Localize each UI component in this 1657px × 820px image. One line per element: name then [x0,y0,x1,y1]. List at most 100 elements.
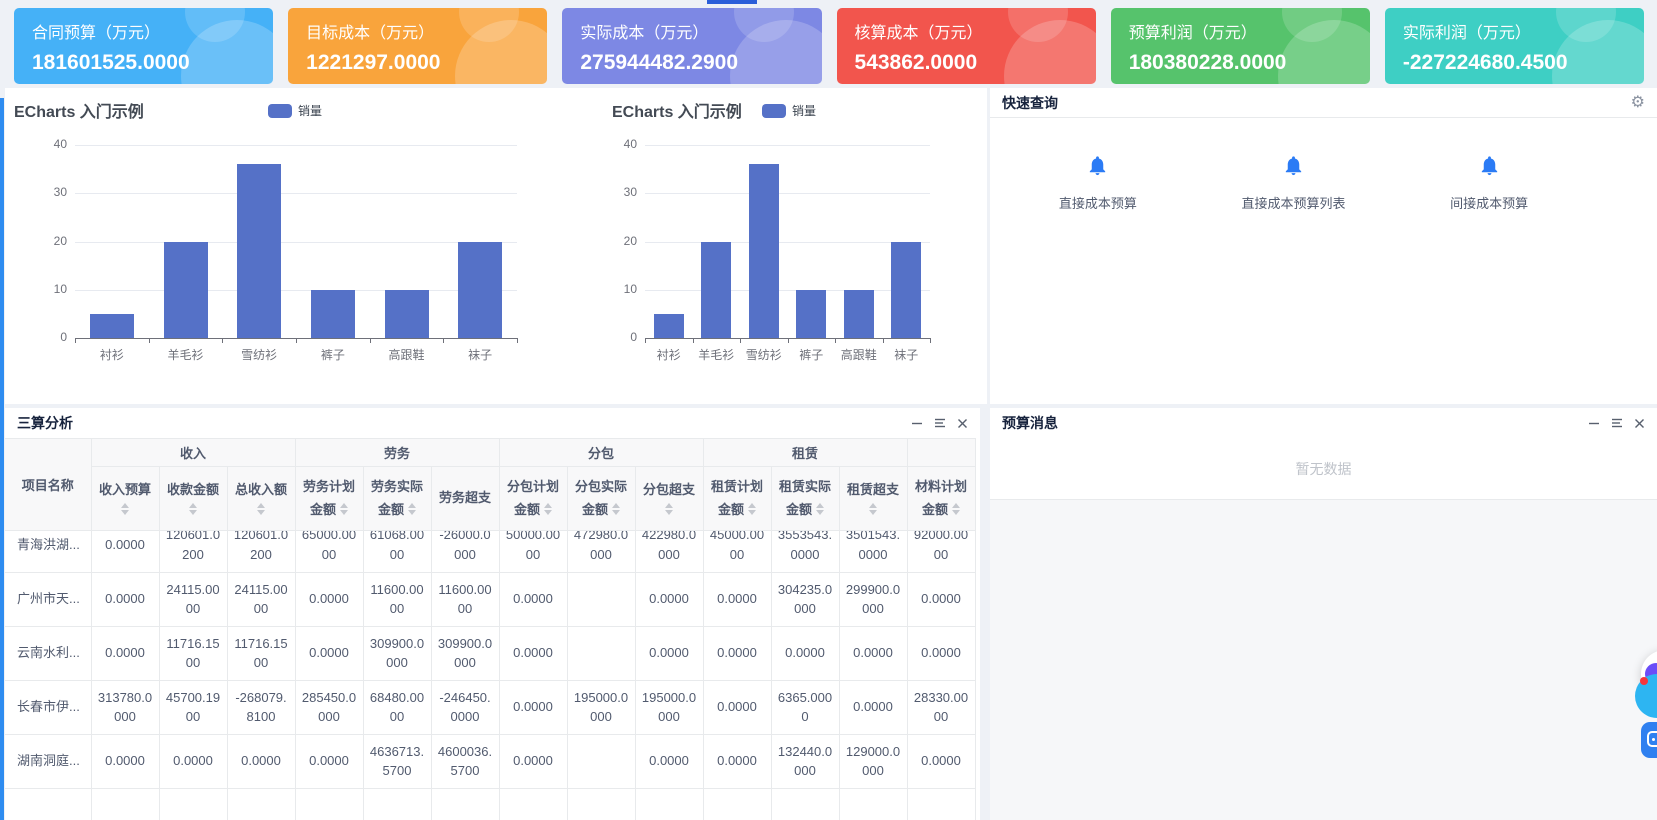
column-header[interactable]: 分包计划 金额 [499,466,568,531]
value-cell: 0.0000 [499,680,568,735]
quick-query-item[interactable]: 直接成本预算列表 [1196,154,1392,212]
axis-tick [740,338,741,343]
value-cell: 11716.1500 [159,626,228,681]
value-cell: 195000.0000 [567,680,636,735]
value-cell: -246450.0000 [431,680,500,735]
value-cell: 11600.0000 [363,572,432,627]
x-axis-label: 雪纺衫 [745,348,782,362]
chart-bar [89,313,134,338]
value-cell: 11600.0000 [431,572,500,627]
gridline [645,193,930,195]
axis-tick [517,338,518,343]
messages-header: 预算消息 [990,408,1657,438]
chart-bar [891,241,922,338]
value-cell [703,788,772,820]
quick-query-item[interactable]: 直接成本预算 [1000,154,1196,212]
kpi-card: 实际利润（万元） -227224680.4500 [1384,8,1645,84]
value-cell [567,734,636,789]
quick-query-item[interactable]: 间接成本预算 [1391,154,1587,212]
value-cell: 0.0000 [635,626,704,681]
chart-bar [653,313,684,338]
column-header[interactable]: 收款金额 [159,466,228,531]
column-header[interactable]: 劳务实际 金额 [363,466,432,531]
column-header[interactable]: 劳务计划 金额 [295,466,364,531]
column-header[interactable]: 租赁超支 [839,466,908,531]
sort-caret [748,502,757,515]
close-icon[interactable] [957,418,968,429]
column-header-project-name: 项目名称 [5,438,92,531]
menu-icon[interactable] [934,417,946,429]
value-cell: 0.0000 [91,734,160,789]
quick-query-label: 直接成本预算 [1058,196,1137,211]
kpi-card: 目标成本（万元） 1221297.0000 [288,8,548,84]
legend-label: 销量 [792,104,817,118]
x-axis-label: 袜子 [894,348,919,362]
kpi-label: 核算成本（万元） [854,25,983,42]
close-icon[interactable] [1634,418,1645,429]
axis-tick [443,338,445,343]
kpi-value: 180380228.0000 [1128,51,1287,74]
value-cell: 50000.0000 [499,530,568,573]
column-header[interactable]: 总收入额 [227,466,296,531]
menu-icon[interactable] [1611,417,1623,429]
value-cell: 24115.0000 [159,572,228,627]
kpi-label: 实际利润（万元） [1402,25,1531,42]
chart-legend[interactable]: 销量 [268,102,322,119]
project-name-cell: 广州市天... [5,572,92,627]
value-cell: 0.0000 [635,734,704,789]
value-cell: 61068.0000 [363,530,432,573]
chart-bar [701,241,732,338]
value-cell: 0.0000 [635,572,704,627]
sort-caret [665,502,674,515]
chart-bar [237,164,282,338]
minimize-icon[interactable] [911,417,923,429]
column-header[interactable]: 材料计划 金额 [907,466,976,531]
y-axis-label: 20 [623,233,637,248]
axis-tick [882,338,884,343]
chat-bubble-icon [1647,731,1657,747]
column-header[interactable]: 收入预算 [91,466,160,531]
x-axis-label: 高跟鞋 [388,348,425,362]
value-cell: 0.0000 [295,734,364,789]
value-cell [159,788,228,820]
minimize-icon[interactable] [1588,417,1600,429]
gridline [645,145,930,146]
chart-legend[interactable]: 销量 [762,102,816,119]
column-group-header: 收入 [91,438,296,467]
value-cell: 129000.0000 [839,734,908,789]
value-cell: 120601.0200 [227,530,296,573]
axis-tick [222,338,224,343]
y-axis-label: 0 [60,330,67,344]
value-cell [839,788,908,820]
kpi-card: 实际成本（万元） 275944482.2900 [562,8,822,84]
value-cell [567,572,636,627]
value-cell: 28330.0000 [907,680,976,735]
y-axis-label: 30 [53,185,67,200]
kpi-value: 1221297.0000 [306,51,441,74]
notification-fab[interactable] [1635,674,1657,718]
charts-panel: ECharts 入门示例 销量 40 30 20 10 0 衬衫 羊毛衫 雪纺衫 裤子 高跟鞋 袜子 E… [5,88,987,404]
value-cell [227,788,296,820]
settings-icon[interactable]: ⚙ [1630,94,1645,111]
x-axis-label: 羊毛衫 [167,348,204,362]
value-cell: 0.0000 [703,626,772,681]
messages-panel: 预算消息 暂无数据 [990,408,1657,820]
kpi-card: 预算利润（万元） 180380228.0000 [1110,8,1370,84]
value-cell: 0.0000 [91,530,160,573]
value-cell: 4600036.5700 [431,734,500,789]
value-cell: 92000.0000 [907,530,976,573]
value-cell: 313780.0000 [91,680,160,735]
gridline [75,241,517,243]
empty-data-text: 暂无数据 [990,438,1657,500]
value-cell: 11716.1500 [227,626,296,681]
value-cell: 285450.0000 [295,680,364,735]
kpi-value: 181601525.0000 [32,51,190,74]
column-group-header: 分包 [499,438,704,467]
chat-fab[interactable] [1641,722,1657,758]
value-cell: 6365.0000 [771,680,840,735]
y-axis-label: 30 [623,185,637,200]
column-header[interactable]: 租赁实际 金额 [771,466,840,531]
column-header[interactable]: 租赁计划 金额 [703,466,772,531]
column-header[interactable]: 分包超支 [635,466,704,531]
column-header[interactable]: 分包实际 金额 [567,466,636,531]
